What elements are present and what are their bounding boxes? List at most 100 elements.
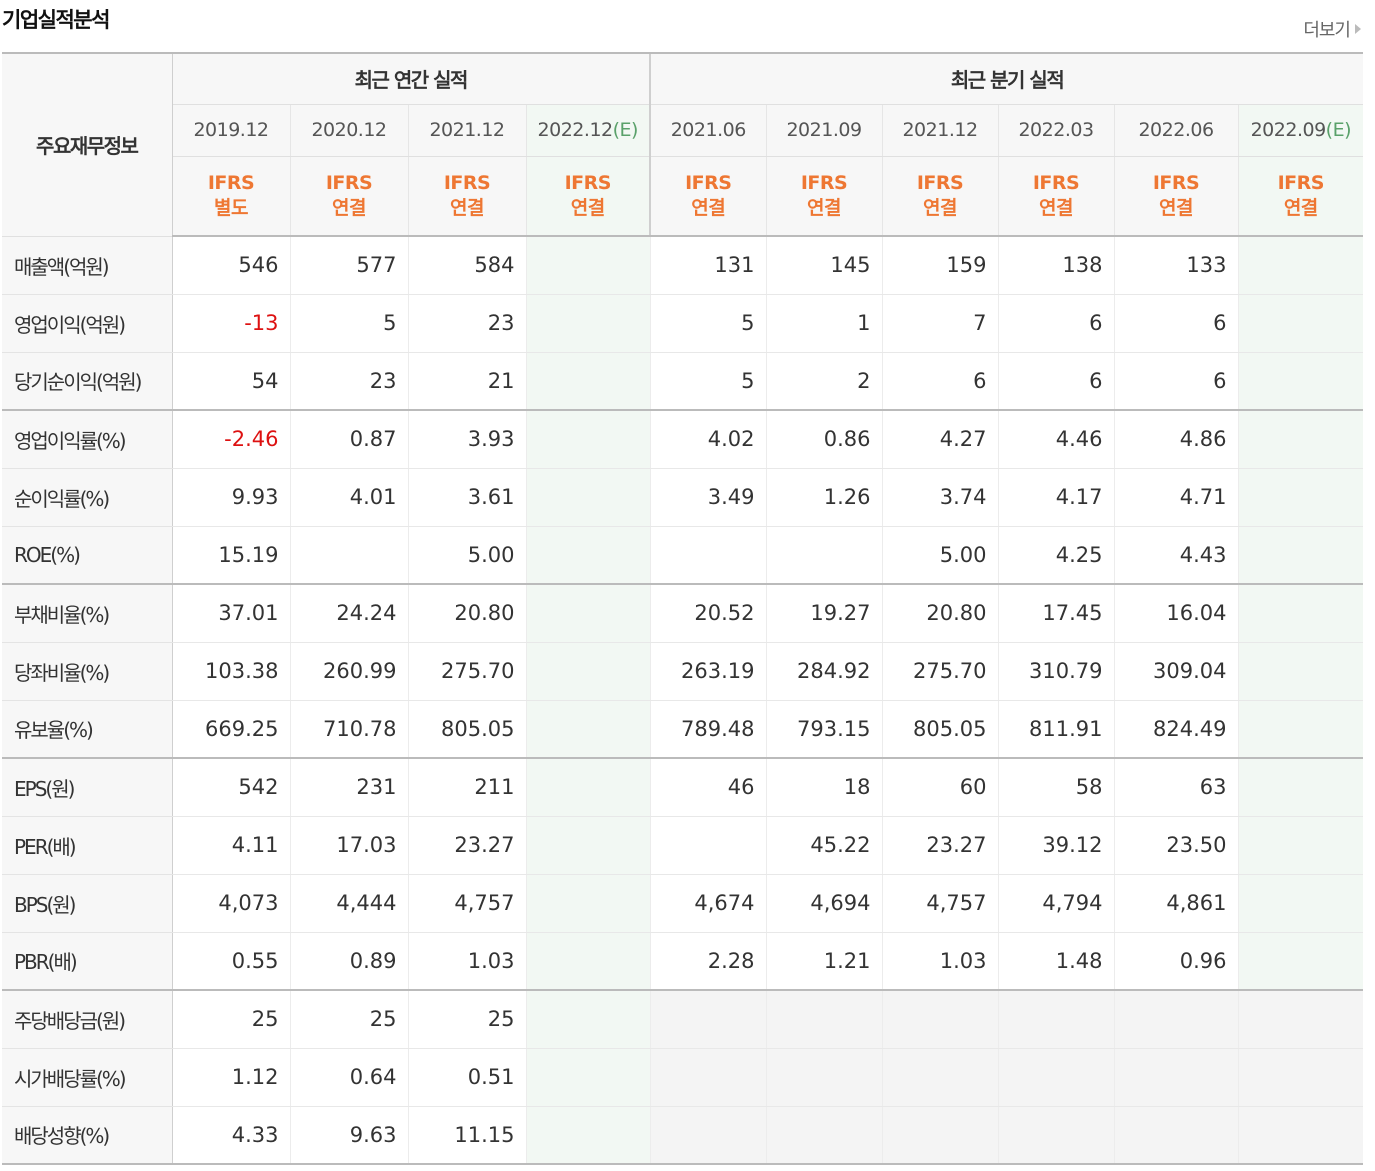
table-cell: 4.43 xyxy=(1113,526,1239,585)
table-row: 순이익률(%) 9.93 4.01 3.61 3.49 1.26 3.74 4.17 4.71 xyxy=(2,468,1364,527)
table-cell: 4,694 xyxy=(765,874,883,933)
table-cell xyxy=(649,990,767,1049)
standard-type: IFRS xyxy=(1152,171,1200,194)
table-cell: 46 xyxy=(649,758,767,817)
period-date: 2020.12 xyxy=(311,119,387,141)
table-cell: 4.27 xyxy=(881,410,999,469)
table-cell: 309.04 xyxy=(1113,642,1239,701)
accounting-standard: IFRS 연결 xyxy=(997,156,1115,237)
standard-type: IFRS xyxy=(916,171,964,194)
table-cell xyxy=(765,1106,883,1165)
standard-type: IFRS xyxy=(800,171,848,194)
standard-scope: 연결 xyxy=(570,196,605,219)
row-label: 매출액(억원) xyxy=(2,236,173,295)
table-cell: 284.92 xyxy=(765,642,883,701)
table-cell xyxy=(1237,236,1364,295)
table-cell: 16.04 xyxy=(1113,584,1239,643)
table-row: ROE(%) 15.19 5.00 5.00 4.25 4.43 xyxy=(2,526,1364,585)
table-cell: 5 xyxy=(649,294,767,353)
table-cell xyxy=(1237,526,1364,585)
row-label: 배당성향(%) xyxy=(2,1106,173,1165)
table-cell: 1.21 xyxy=(765,932,883,991)
table-cell xyxy=(525,236,651,295)
table-cell xyxy=(1237,932,1364,991)
table-cell: 5.00 xyxy=(407,526,526,585)
period-date: 2022.06 xyxy=(1138,119,1214,141)
more-link-label: 더보기 xyxy=(1303,20,1351,41)
row-label: 부채비율(%) xyxy=(2,584,173,643)
table-cell: 23.27 xyxy=(881,816,999,875)
table-cell: 23 xyxy=(407,294,526,353)
period-date: 2021.12 xyxy=(429,119,505,141)
table-cell xyxy=(525,468,651,527)
standard-scope: 별도 xyxy=(214,196,248,219)
standard-scope: 연결 xyxy=(691,196,726,219)
standard-type: IFRS xyxy=(564,171,612,194)
accounting-standard: IFRS 연결 xyxy=(407,156,526,237)
table-cell: 17.45 xyxy=(997,584,1115,643)
accounting-standard: IFRS 연결 xyxy=(649,156,767,237)
table-cell: 231 xyxy=(289,758,408,817)
row-label: EPS(원) xyxy=(2,758,173,817)
table-cell: 37.01 xyxy=(172,584,290,643)
annual-group-header: 최근 연간 실적 xyxy=(172,52,651,105)
table-row: 유보율(%) 669.25 710.78 805.05 789.48 793.15 805.… xyxy=(2,700,1364,759)
more-link[interactable]: 더보기 xyxy=(1303,16,1361,42)
table-cell: 263.19 xyxy=(649,642,767,701)
table-cell: 138 xyxy=(997,236,1115,295)
accounting-standard: IFRS 연결 xyxy=(1237,156,1364,237)
period-date: 2021.09 xyxy=(786,119,862,141)
table-cell: 4.86 xyxy=(1113,410,1239,469)
table-cell: 4,794 xyxy=(997,874,1115,933)
period-date: 2019.12 xyxy=(193,119,269,141)
table-cell: 145 xyxy=(765,236,883,295)
table-cell xyxy=(1237,816,1364,875)
table-cell: 4.25 xyxy=(997,526,1115,585)
table-row: 주당배당금(원) 25 25 25 xyxy=(2,990,1364,1049)
table-cell: 3.74 xyxy=(881,468,999,527)
table-cell xyxy=(1237,700,1364,759)
table-cell: 669.25 xyxy=(172,700,290,759)
table-cell: 24.24 xyxy=(289,584,408,643)
header-label: 주요재무정보 xyxy=(2,52,173,237)
table-cell: 4,757 xyxy=(407,874,526,933)
table-cell: 58 xyxy=(997,758,1115,817)
table-cell: 23.50 xyxy=(1113,816,1239,875)
table-cell: 9.63 xyxy=(289,1106,408,1165)
quarter-group-header: 최근 분기 실적 xyxy=(649,52,1364,105)
table-cell: 1.26 xyxy=(765,468,883,527)
table-cell: 17.03 xyxy=(289,816,408,875)
row-label: ROE(%) xyxy=(2,526,173,585)
table-cell: 2.28 xyxy=(649,932,767,991)
table-cell: -2.46 xyxy=(172,410,290,469)
table-cell: 20.52 xyxy=(649,584,767,643)
table-row: PBR(배) 0.55 0.89 1.03 2.28 1.21 1.03 1.48 0.96 xyxy=(2,932,1364,991)
table-cell: 310.79 xyxy=(997,642,1115,701)
table-cell: 25 xyxy=(172,990,290,1049)
table-cell: 811.91 xyxy=(997,700,1115,759)
table-cell: 45.22 xyxy=(765,816,883,875)
table-cell: 1.03 xyxy=(407,932,526,991)
table-cell: 6 xyxy=(997,352,1115,411)
table-cell: 0.86 xyxy=(765,410,883,469)
table-cell: 4.01 xyxy=(289,468,408,527)
table-cell: 211 xyxy=(407,758,526,817)
standard-scope: 연결 xyxy=(1039,196,1073,219)
table-cell xyxy=(997,1048,1115,1107)
standard-scope: 연결 xyxy=(450,196,484,219)
table-cell xyxy=(525,352,651,411)
financial-table: 주요재무정보 최근 연간 실적 최근 분기 실적 2019.12 2020.12 2… xyxy=(2,52,1364,1165)
table-row: 매출액(억원) 546 577 584 131 145 159 138 133 xyxy=(2,236,1364,295)
table-cell: 275.70 xyxy=(881,642,999,701)
table-cell xyxy=(881,990,999,1049)
period-header: 2022.06 xyxy=(1113,104,1239,157)
table-cell: 789.48 xyxy=(649,700,767,759)
table-cell: 260.99 xyxy=(289,642,408,701)
table-cell: 54 xyxy=(172,352,290,411)
section-title: 기업실적분석 xyxy=(2,8,110,32)
row-label: 당기순이익(억원) xyxy=(2,352,173,411)
table-cell: 25 xyxy=(407,990,526,1049)
table-cell xyxy=(525,700,651,759)
table-cell: 577 xyxy=(289,236,408,295)
period-date: 2022.03 xyxy=(1018,119,1094,141)
